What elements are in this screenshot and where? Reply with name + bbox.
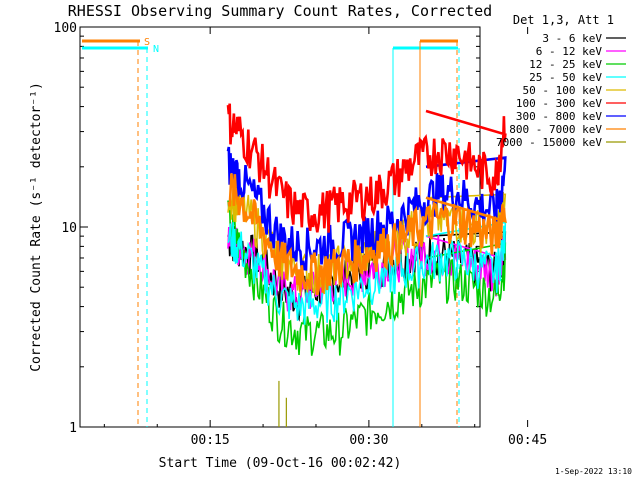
x-axis-label: Start Time (09-Oct-16 00:02:42) bbox=[159, 456, 402, 471]
legend-label: 50 - 100 keV bbox=[523, 84, 603, 97]
legend-label: 25 - 50 keV bbox=[529, 71, 602, 84]
footer-timestamp: 1-Sep-2022 13:10 bbox=[555, 467, 632, 476]
legend-label: 300 - 800 keV bbox=[516, 110, 602, 123]
y-tick-label: 100 bbox=[54, 21, 77, 36]
series-line bbox=[227, 200, 507, 356]
legend-header: Det 1,3, Att 1 bbox=[513, 13, 614, 27]
night-label: N bbox=[153, 44, 159, 55]
legend-label: 100 - 300 keV bbox=[516, 97, 602, 110]
series-line bbox=[227, 173, 507, 296]
chart-title: RHESSI Observing Summary Count Rates, Co… bbox=[68, 2, 492, 20]
y-axis-label: Corrected Count Rate (s⁻¹ detector⁻¹) bbox=[29, 82, 44, 372]
x-tick-label: 00:45 bbox=[508, 433, 547, 448]
y-tick-label: 10 bbox=[61, 221, 77, 236]
x-tick-label: 00:15 bbox=[191, 433, 230, 448]
legend-label: 12 - 25 keV bbox=[529, 58, 602, 71]
legend-label: 7000 - 15000 keV bbox=[496, 136, 602, 149]
series-line bbox=[226, 103, 507, 233]
legend-label: 6 - 12 keV bbox=[536, 45, 603, 58]
series-line bbox=[226, 146, 507, 272]
legend-label: 3 - 6 keV bbox=[542, 32, 602, 45]
series-line bbox=[227, 221, 507, 325]
legend-label: 800 - 7000 keV bbox=[509, 123, 602, 136]
series-line bbox=[227, 226, 507, 322]
y-tick-label: 1 bbox=[69, 421, 77, 436]
series-group bbox=[226, 103, 507, 427]
saa-label: S bbox=[144, 37, 150, 48]
x-tick-label: 00:30 bbox=[349, 433, 388, 448]
